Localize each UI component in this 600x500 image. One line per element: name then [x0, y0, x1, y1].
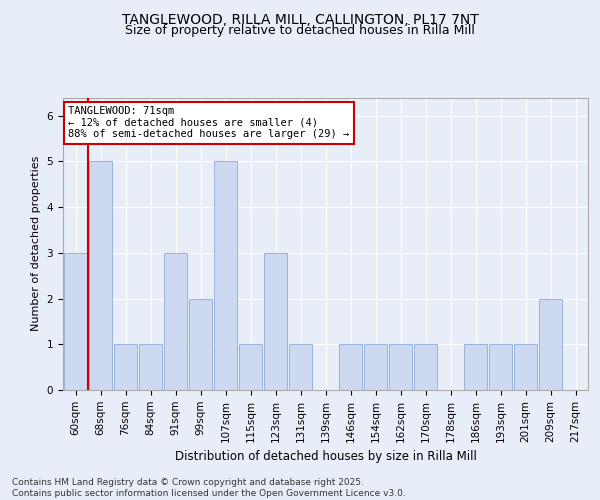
Bar [289, 344, 312, 390]
Y-axis label: Number of detached properties: Number of detached properties [31, 156, 41, 332]
Text: Size of property relative to detached houses in Rilla Mill: Size of property relative to detached ho… [125, 24, 475, 37]
Bar [339, 344, 362, 390]
Bar [139, 344, 162, 390]
Text: TANGLEWOOD: 71sqm
← 12% of detached houses are smaller (4)
88% of semi-detached : TANGLEWOOD: 71sqm ← 12% of detached hous… [68, 106, 349, 140]
Bar [239, 344, 262, 390]
Bar [114, 344, 137, 390]
Bar [364, 344, 387, 390]
Bar [264, 253, 287, 390]
Bar [389, 344, 412, 390]
Text: Contains HM Land Registry data © Crown copyright and database right 2025.
Contai: Contains HM Land Registry data © Crown c… [12, 478, 406, 498]
Bar [164, 253, 187, 390]
Text: TANGLEWOOD, RILLA MILL, CALLINGTON, PL17 7NT: TANGLEWOOD, RILLA MILL, CALLINGTON, PL17… [122, 12, 478, 26]
Bar [189, 298, 212, 390]
X-axis label: Distribution of detached houses by size in Rilla Mill: Distribution of detached houses by size … [175, 450, 476, 463]
Bar [489, 344, 512, 390]
Bar [539, 298, 562, 390]
Bar [464, 344, 487, 390]
Bar [89, 162, 112, 390]
Bar [64, 253, 87, 390]
Bar [414, 344, 437, 390]
Bar [514, 344, 537, 390]
Bar [214, 162, 237, 390]
